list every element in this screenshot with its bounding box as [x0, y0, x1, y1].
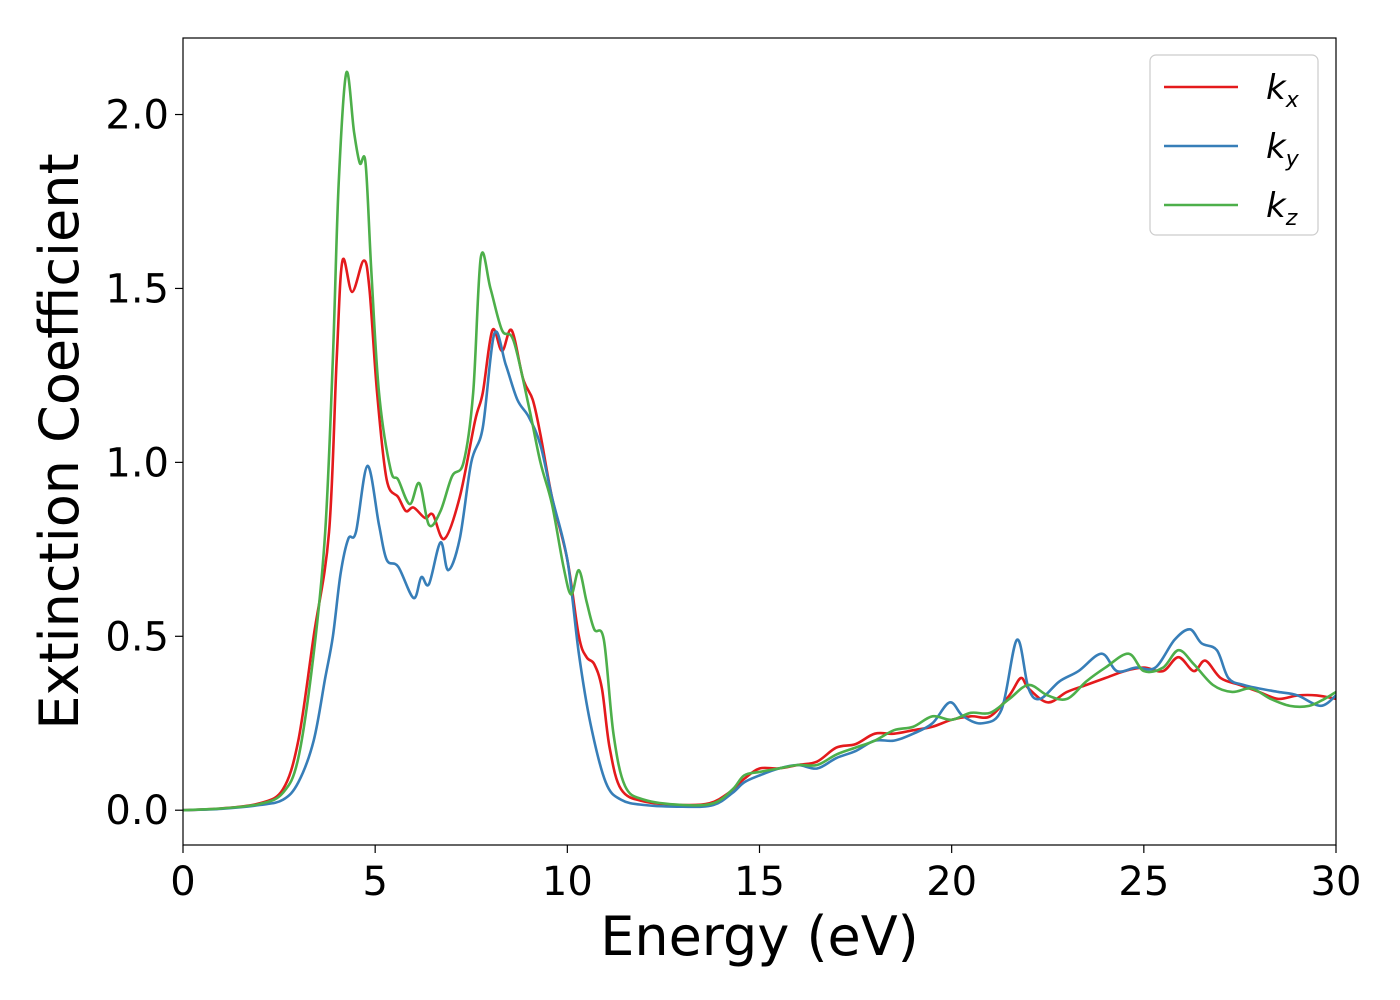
x-tick-label: 15 [734, 859, 785, 905]
y-axis-label: Extinction Coefficient [28, 153, 91, 729]
y-axis: 0.0 0.5 1.0 1.5 2.0 [105, 93, 183, 834]
legend: kx ky kz [1149, 54, 1319, 236]
legend-label-kz: kz [1266, 186, 1298, 231]
series-layer [183, 70, 1336, 812]
x-tick-label: 20 [926, 859, 977, 905]
x-tick-label: 25 [1118, 859, 1169, 905]
x-tick-label: 10 [542, 859, 593, 905]
x-axis: 0 5 10 15 20 25 30 [170, 845, 1361, 905]
series-line-kx [183, 257, 1336, 812]
plot-area [183, 38, 1336, 845]
x-tick-label: 5 [362, 859, 387, 905]
legend-label-kx: kx [1266, 68, 1300, 113]
legend-label-ky: ky [1266, 127, 1300, 172]
series-line-kz [183, 70, 1336, 812]
x-tick-label: 30 [1311, 859, 1362, 905]
y-tick-label: 0.5 [105, 614, 169, 660]
y-tick-label: 1.5 [105, 266, 169, 312]
x-axis-label: Energy (eV) [600, 905, 919, 968]
y-tick-label: 1.0 [105, 440, 169, 486]
y-tick-label: 2.0 [105, 93, 169, 139]
x-tick-label: 0 [170, 859, 195, 905]
y-tick-label: 0.0 [105, 788, 169, 834]
series-line-ky [183, 330, 1336, 812]
